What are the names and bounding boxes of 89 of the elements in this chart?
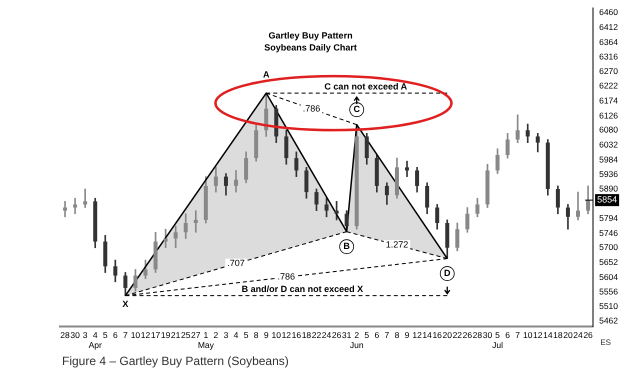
- x-tick-label: 9: [404, 330, 410, 340]
- x-tick-label: 7: [384, 330, 390, 340]
- x-tick-label: 10: [522, 330, 533, 340]
- y-tick-label: 6316: [599, 52, 618, 62]
- text: Soybeans Daily Chart: [264, 42, 357, 52]
- y-tick-label: 5794: [599, 213, 618, 224]
- y-tick-label: 5746: [599, 228, 618, 238]
- x-tick-label: 20: [442, 330, 452, 340]
- y-tick-label: 6032: [599, 139, 618, 150]
- x-tick-label: 9: [264, 330, 269, 340]
- x-tick-label: 26: [583, 330, 594, 340]
- x-tick-label: 30: [70, 330, 80, 340]
- y-tick-label: 5604: [599, 272, 618, 282]
- x-tick-label: 28: [60, 330, 70, 340]
- x-tick-label: 21: [170, 330, 181, 340]
- y-tick-label: 6270: [599, 66, 618, 76]
- x-tick-label: 12: [533, 330, 543, 340]
- x-tick-label: 18: [553, 330, 563, 340]
- data-label: A: [262, 70, 270, 80]
- series-label: .786: [302, 103, 320, 114]
- ref-line-label: 5854: [597, 194, 618, 205]
- x-tick-label: 4: [234, 330, 239, 340]
- caption: Figure 4 – Gartley Buy Pattern (Soybeans): [62, 354, 289, 368]
- y-tick-label: 5700: [599, 242, 618, 252]
- x-tick-label: 14: [422, 330, 432, 340]
- x-tick-label: 16: [432, 330, 442, 340]
- x-tick-label: 20: [563, 330, 573, 340]
- text: ES: [600, 338, 611, 347]
- y-tick-label: 6364: [599, 36, 618, 47]
- x-tick-label: 30: [482, 330, 492, 340]
- x-tick-label: 8: [254, 330, 259, 340]
- data-label: B: [343, 241, 350, 252]
- y-tick-label: 6080: [599, 124, 618, 135]
- x-tick-label: 5: [244, 330, 249, 340]
- y-tick-label: 5556: [599, 286, 618, 297]
- x-tick-label: 22: [312, 330, 322, 340]
- x-tick-label: 24: [322, 330, 332, 340]
- x-tick-label: 12: [140, 330, 150, 340]
- y-tick-label: 5890: [599, 183, 618, 194]
- x-tick-label: 18: [302, 330, 312, 340]
- x-tick-label: 26: [332, 330, 342, 340]
- x-tick-label: 5 Jul: [492, 330, 504, 350]
- x-tick-label: 6: [112, 330, 118, 340]
- x-tick-label: 2: [214, 330, 219, 340]
- x-tick-label: 17: [150, 330, 161, 340]
- x-tick-label: 6: [374, 330, 380, 340]
- y-tick-label: 5984: [599, 154, 618, 164]
- x-tick-label: 16: [292, 330, 302, 340]
- y-tick-label: 5462: [599, 316, 618, 326]
- x-tick-label: 28: [472, 330, 482, 340]
- x-tick-label: 5: [102, 330, 108, 340]
- y-tick-label: 6222: [599, 80, 618, 91]
- x-tick-label: 19: [160, 330, 171, 340]
- x-tick-label: 22: [452, 330, 462, 340]
- x-tick-label: 10: [272, 330, 282, 340]
- x-tick-label: 7: [515, 330, 520, 340]
- x-tick-label: 4 Apr: [88, 330, 102, 350]
- x-tick-label: 3: [224, 330, 229, 340]
- data-label: X: [122, 299, 128, 310]
- x-tick-label: 6: [505, 330, 510, 340]
- x-tick-label: 26: [462, 330, 472, 340]
- series-label: B and/or D can not exceed X: [242, 284, 364, 294]
- x-tick-label: 24: [573, 330, 583, 340]
- data-label: C: [353, 104, 360, 114]
- x-tick-label: 14: [543, 330, 553, 340]
- series-label: C can not exceed A: [324, 82, 408, 92]
- x-tick-label: 2 Jun: [350, 330, 364, 350]
- x-tick-label: 8: [394, 330, 400, 340]
- y-tick-label: 5510: [599, 300, 618, 311]
- y-tick-label: 6126: [599, 110, 618, 120]
- y-tick-label: 5936: [599, 169, 618, 180]
- series-label: .707: [227, 258, 245, 268]
- y-tick-label: 6412: [599, 22, 618, 32]
- x-tick-label: 3: [82, 330, 88, 340]
- x-tick-label: 7: [123, 330, 128, 340]
- x-tick-label: 12: [412, 330, 422, 340]
- x-tick-label: 10: [130, 330, 140, 340]
- text: Gartley Buy Pattern: [268, 30, 353, 40]
- y-tick-label: 6460: [599, 7, 618, 18]
- x-tick-label: 12: [282, 330, 292, 340]
- x-tick-label: 5: [364, 330, 370, 340]
- y-tick-label: 6174: [599, 96, 618, 106]
- y-tick-label: 5652: [599, 256, 618, 267]
- x-tick-label: 31: [342, 330, 352, 340]
- x-tick-label: 25: [180, 330, 191, 340]
- series-label: .786: [278, 272, 296, 282]
- data-label: D: [444, 268, 451, 278]
- series-label: 1.272: [386, 240, 408, 250]
- x-tick-label: 27: [191, 330, 201, 340]
